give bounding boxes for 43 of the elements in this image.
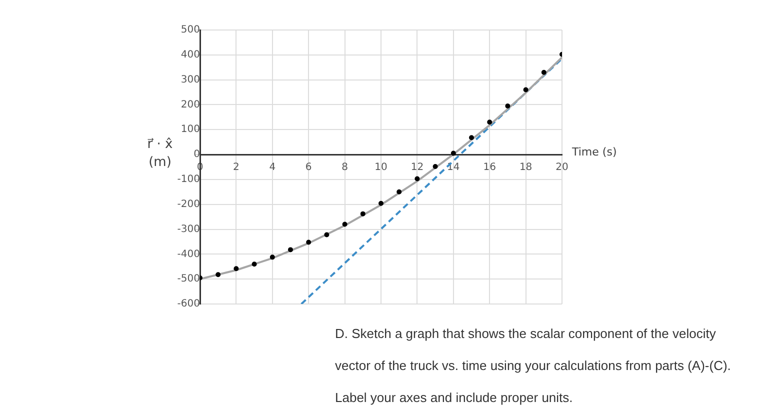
point: [450, 150, 456, 156]
point: [432, 164, 438, 169]
y-tick-label: 500: [180, 24, 200, 36]
x-tick-label: 6: [305, 162, 312, 174]
point: [469, 135, 474, 140]
x-tick-label: 20: [556, 162, 568, 174]
y-tick-label: -100: [177, 174, 200, 186]
x-tick-label: 8: [342, 162, 348, 174]
y-tick-label: -500: [177, 274, 200, 285]
x-tick-label: 12: [410, 162, 424, 174]
point: [288, 247, 293, 252]
point: [360, 211, 366, 216]
point: [414, 176, 420, 182]
x-tick-label: 16: [483, 162, 496, 174]
y-tick-label: -200: [177, 198, 200, 210]
x-tick-label: 2: [233, 162, 240, 174]
x-tick-label: 4: [269, 162, 276, 174]
y-tick-label: 0: [194, 149, 200, 160]
y-tick-label: 200: [180, 99, 200, 110]
y-tick-label: -400: [177, 248, 200, 260]
y-tick-label: -600: [177, 298, 200, 310]
point: [487, 120, 492, 125]
point: [306, 240, 312, 245]
point: [270, 254, 275, 260]
point: [234, 266, 239, 272]
x-axis-title: Time (s): [571, 145, 617, 158]
point: [324, 232, 330, 238]
x-tick-label: 10: [374, 162, 388, 174]
y-tick-label: -300: [177, 224, 200, 235]
y-axis-title: r⃗ · x̂ (m): [146, 136, 174, 170]
point: [342, 222, 348, 227]
point: [505, 103, 510, 108]
point: [252, 262, 257, 267]
y-tick-label: 100: [180, 124, 200, 136]
x-tick-label: 18: [519, 162, 532, 174]
point: [541, 70, 546, 75]
y-tick-label: 400: [180, 50, 200, 61]
point: [396, 189, 402, 194]
y-tick-label: 300: [180, 74, 200, 86]
point: [523, 87, 528, 92]
point: [378, 200, 384, 206]
text: D. Sketch a graph that shows the scalar component of the velocity vector of the truck vs. time using your calculations from parts (A)-(C). Label your axes and include proper units.: [335, 326, 731, 405]
point: [216, 272, 221, 278]
